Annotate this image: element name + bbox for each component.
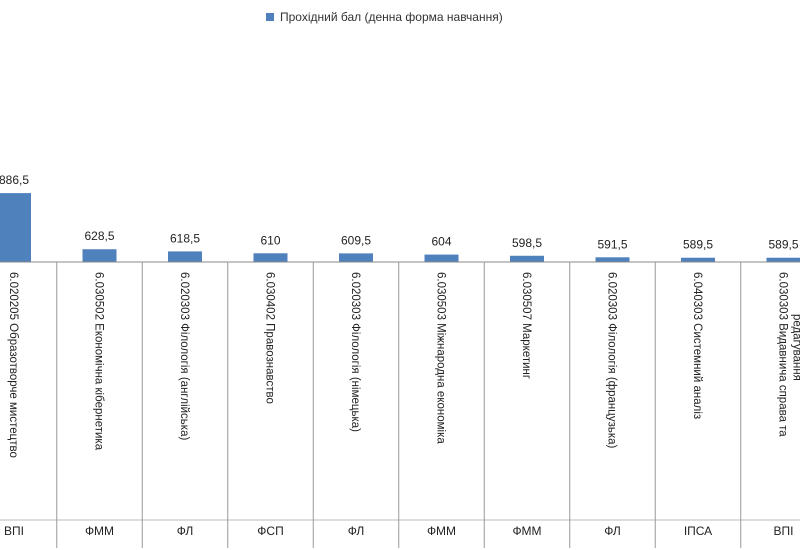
legend: Прохідний бал (денна форма навчання) (266, 10, 503, 24)
category-label-text: 6.020303 Філологія (німецька) (349, 272, 361, 432)
category-label: 6.040303 Системний аналіз (691, 272, 703, 419)
category-label: 6.020303 Філологія (англійська) (178, 272, 190, 440)
legend-label: Прохідний бал (денна форма навчання) (280, 10, 503, 24)
faculty-label: ФММ (512, 524, 541, 538)
data-label: 628,5 (84, 229, 114, 243)
faculty-label: ФММ (85, 524, 114, 538)
category-label-text: 6.020303 Філологія (англійська) (178, 272, 190, 440)
bar (424, 254, 459, 262)
category-label-line: 6.030303 Видавнича справа та (777, 272, 789, 437)
bar (253, 253, 288, 262)
bar (339, 253, 373, 262)
category-label: 6.020303 Філологія (німецька) (349, 272, 361, 432)
category-label: 6.030502 Економічна кібернетика (93, 272, 105, 451)
legend-swatch (266, 13, 274, 21)
category-label: 6.030503 Міжнародна економіка (435, 272, 447, 444)
category-label-text: 6.020303 Філологія (французька) (606, 272, 618, 449)
faculty-label: ФЛ (604, 524, 621, 538)
data-label: 609,5 (341, 233, 371, 247)
data-label: 618,5 (170, 231, 200, 245)
faculty-label: ФММ (427, 524, 456, 538)
faculty-label: ІПСА (684, 524, 712, 538)
bar (766, 257, 800, 262)
faculty-label: ФЛ (348, 524, 365, 538)
category-label: 6.020303 Філологія (французька) (606, 272, 618, 449)
data-label: 589,5 (768, 238, 798, 252)
category-label-text: 6.020205 Образотворче мистецтво (7, 272, 19, 458)
data-label: 604 (431, 235, 451, 249)
bar (168, 251, 202, 262)
data-label: 610 (260, 233, 280, 247)
category-label: 6.020205 Образотворче мистецтво (7, 272, 19, 458)
bar (595, 257, 630, 262)
data-label: 591,5 (597, 237, 627, 251)
faculty-label: ВПІ (774, 524, 794, 538)
category-label-line: редагування (791, 314, 800, 381)
bar (0, 193, 31, 262)
category-label-text: 6.030507 Маркетинг (520, 272, 532, 379)
faculty-label: ФСП (257, 524, 283, 538)
data-label: 589,5 (683, 238, 713, 252)
bar (510, 255, 544, 262)
category-label: 6.030507 Маркетинг (520, 272, 532, 379)
data-labels: 886,5 628,5 618,5 610 609,5 604 598,5 591,5 589,… (0, 173, 799, 252)
category-label: 6.030303 Видавнича справа та редагування (777, 272, 800, 437)
faculty-label: ФЛ (177, 524, 194, 538)
bar (681, 257, 715, 262)
category-label: 6.030402 Правознавство (264, 272, 276, 404)
bar (82, 249, 117, 262)
faculty-label: ВПІ (4, 524, 24, 538)
category-label-text: 6.030502 Економічна кібернетика (93, 272, 105, 451)
data-label: 598,5 (512, 236, 542, 250)
category-label-text: 6.030503 Міжнародна економіка (435, 272, 447, 444)
category-label-text: 6.040303 Системний аналіз (691, 272, 703, 419)
category-axis: 6.020205 Образотворче мистецтво ВПІ 6.0305… (0, 261, 800, 548)
data-label: 886,5 (0, 173, 29, 187)
category-label-text: 6.030402 Правознавство (264, 272, 276, 404)
bars (0, 193, 800, 262)
